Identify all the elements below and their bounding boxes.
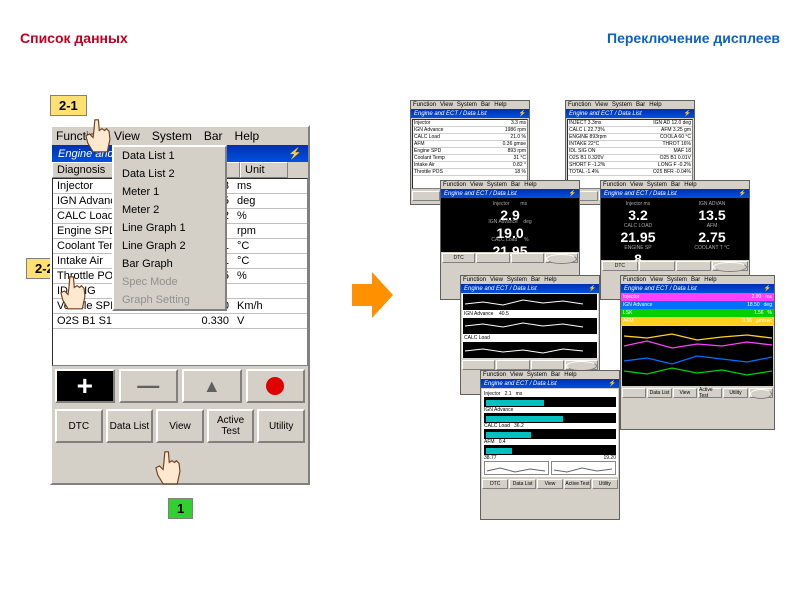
minus-button[interactable]: — [119, 369, 179, 403]
col-unit[interactable]: Unit [240, 162, 288, 178]
view-dropdown: Data List 1 Data List 2 Meter 1 Meter 2 … [112, 145, 227, 311]
plus-button[interactable]: + [55, 369, 115, 403]
bolt-icon: ⚡ [288, 147, 302, 160]
arrow-icon [350, 270, 395, 325]
dropdown-item[interactable]: Line Graph 1 [114, 219, 225, 237]
dropdown-item[interactable]: Data List 2 [114, 165, 225, 183]
dropdown-item[interactable]: Data List 1 [114, 147, 225, 165]
dtc-button[interactable]: DTC [55, 409, 103, 443]
page-title-left: Список данных [20, 30, 128, 46]
utility-button[interactable]: Utility [257, 409, 305, 443]
callout-1: 1 [168, 498, 193, 519]
dropdown-item[interactable]: Line Graph 2 [114, 237, 225, 255]
record-icon [266, 377, 284, 395]
dropdown-item[interactable]: Meter 1 [114, 183, 225, 201]
dropdown-item-disabled: Graph Setting [114, 291, 225, 309]
view-button[interactable]: View [156, 409, 204, 443]
up-button[interactable]: ▲ [182, 369, 242, 403]
menu-system[interactable]: System [152, 129, 192, 143]
bottom-buttons: DTC Data List View Active Test Utility [52, 406, 308, 447]
mini-window-bargraph: FunctionViewSystemBarHelp Engine and ECT… [480, 370, 620, 520]
toolbar: + — ▲ [52, 366, 308, 406]
datalist-button[interactable]: Data List [106, 409, 154, 443]
dropdown-item[interactable]: Bar Graph [114, 255, 225, 273]
page-title-right: Переключение дисплеев [607, 30, 780, 46]
hand-pointer-icon [145, 450, 190, 495]
mini-window-linegraph2: FunctionViewSystemBarHelp Engine and ECT… [620, 275, 775, 430]
activetest-button[interactable]: Active Test [207, 409, 255, 443]
menu-bar[interactable]: Bar [204, 129, 223, 143]
dropdown-item[interactable]: Meter 2 [114, 201, 225, 219]
callout-2-1: 2-1 [50, 95, 87, 116]
record-button[interactable] [246, 369, 306, 403]
hand-pointer-icon [50, 275, 95, 320]
menu-help[interactable]: Help [235, 129, 260, 143]
hand-pointer-icon [75, 118, 120, 163]
dropdown-item-disabled: Spec Mode [114, 273, 225, 291]
